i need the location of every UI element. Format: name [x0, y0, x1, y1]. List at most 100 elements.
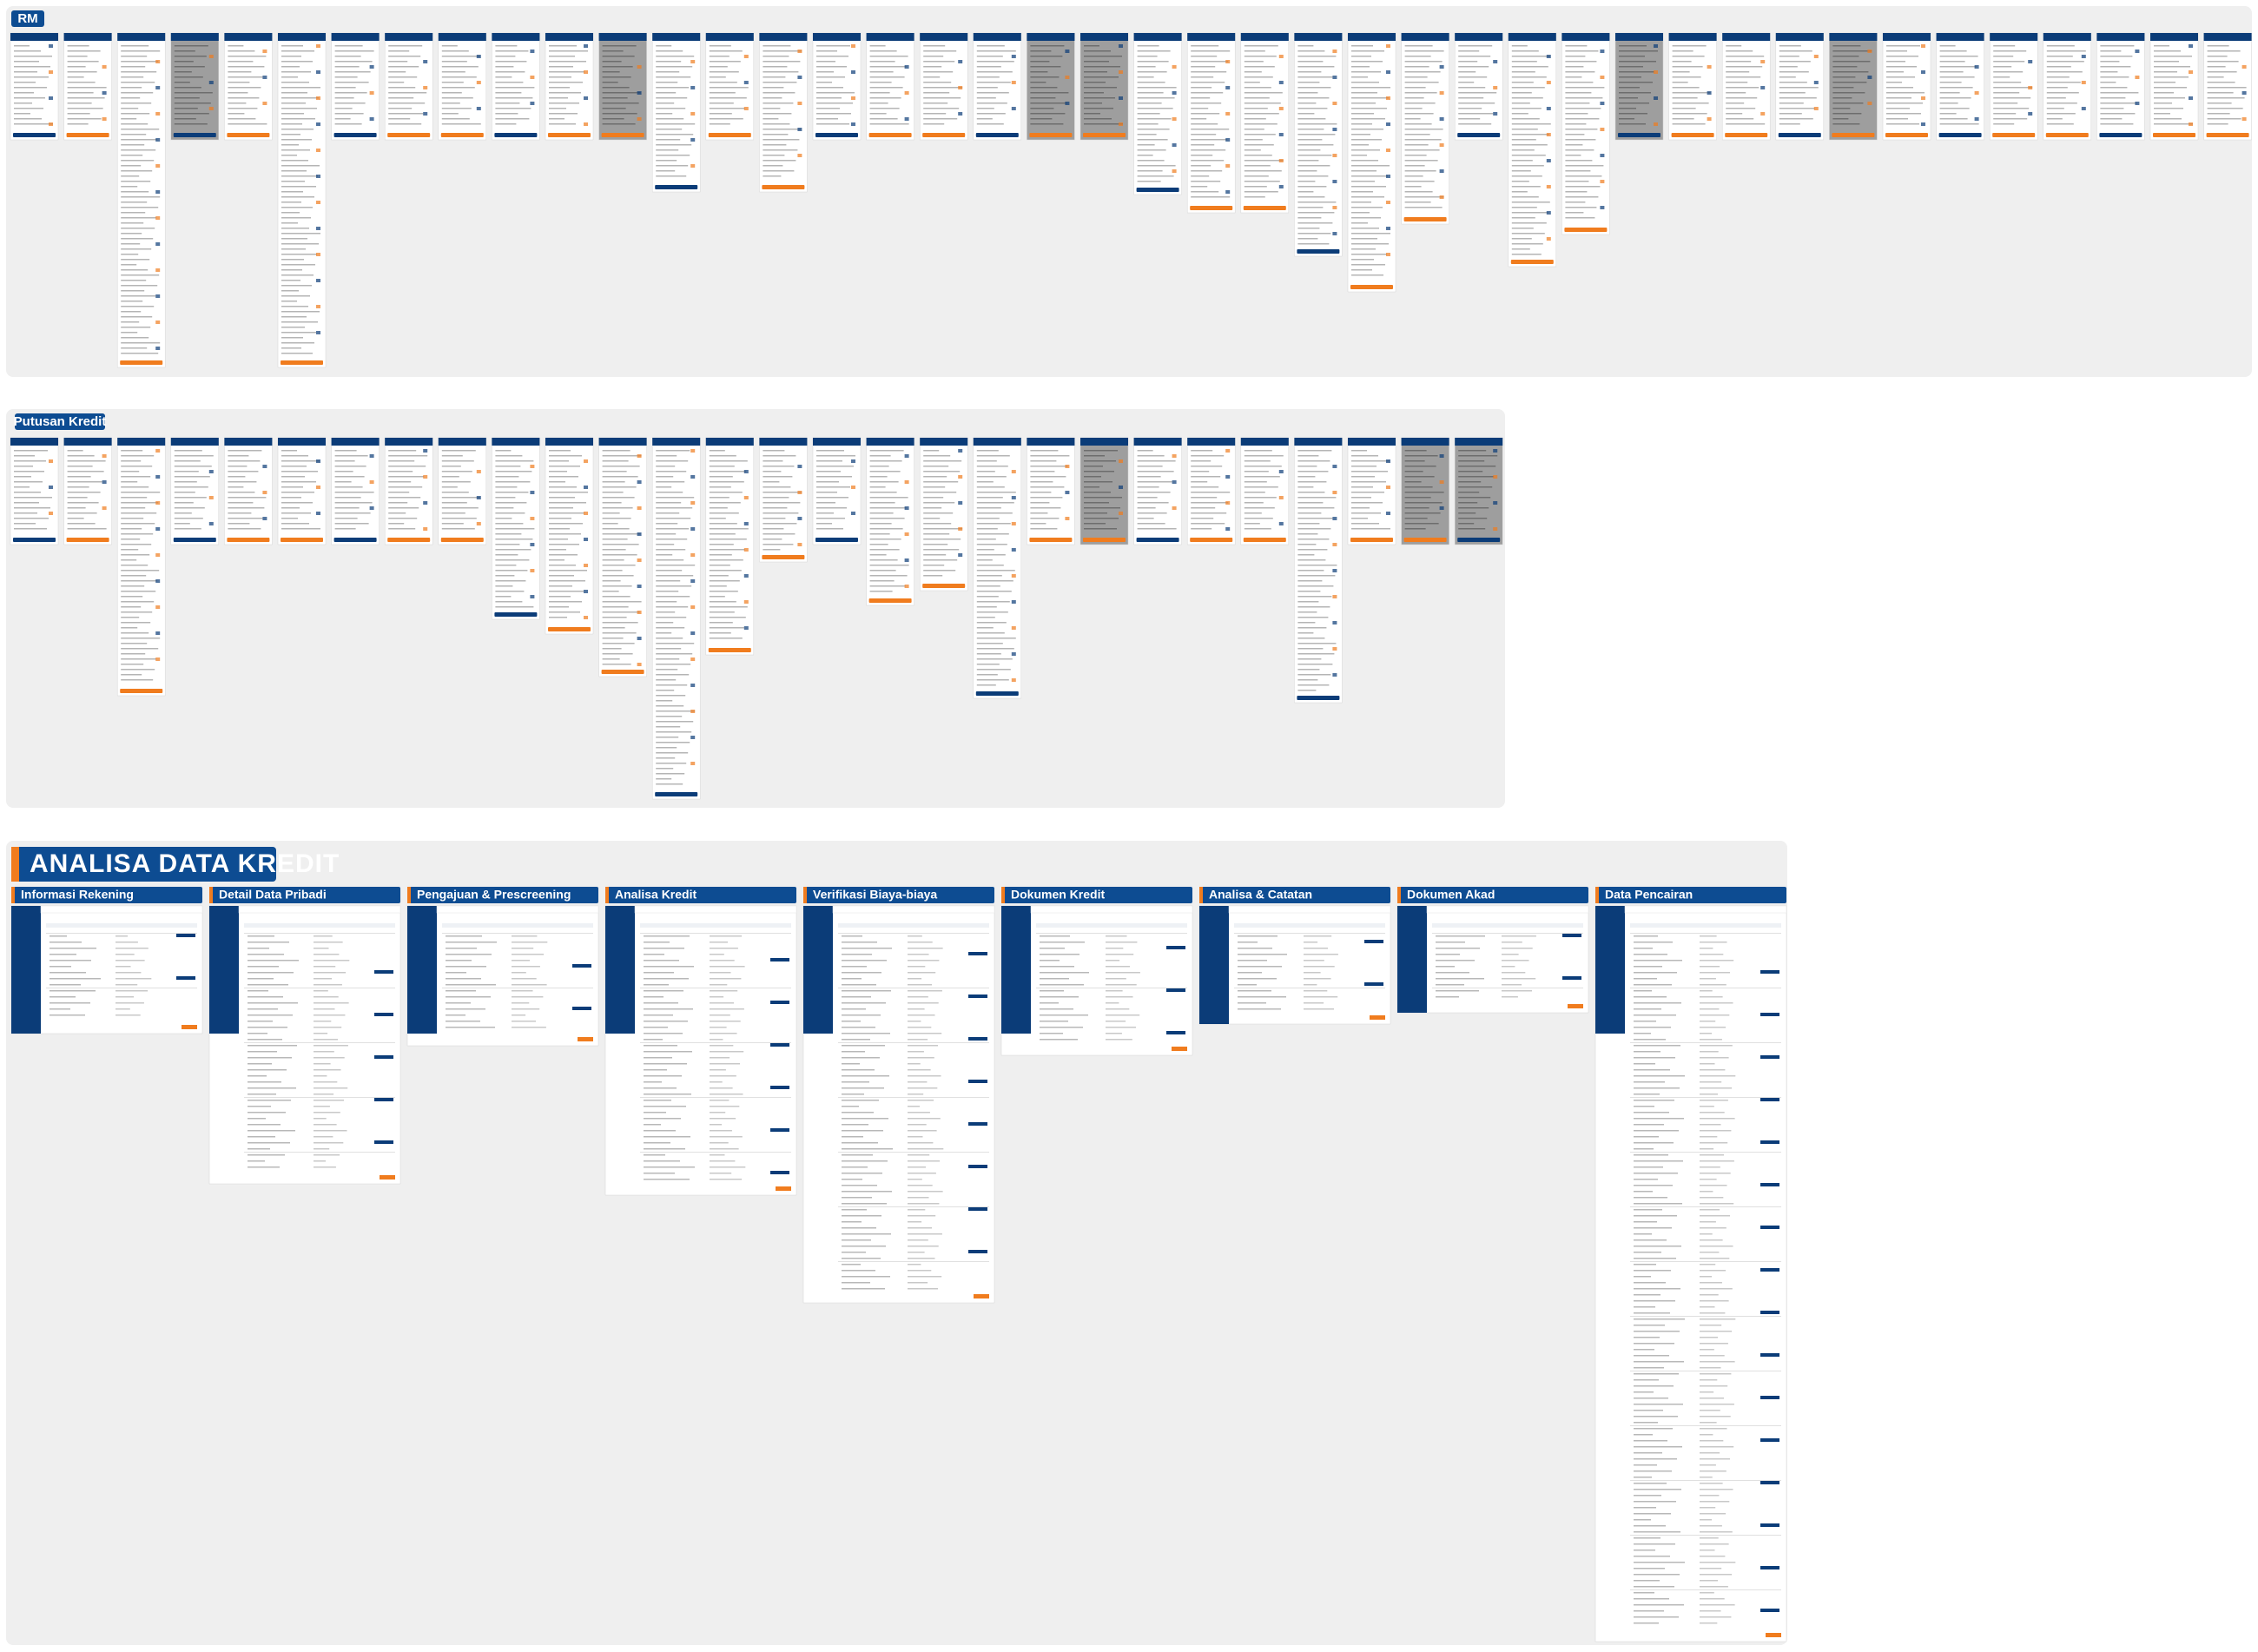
text-line [14, 455, 35, 457]
text-line [976, 471, 995, 472]
action-btn [1364, 940, 1383, 943]
text-line [549, 486, 577, 488]
text-line [1351, 212, 1370, 214]
phone-screen [651, 32, 701, 193]
text-line [50, 966, 71, 968]
text-line [1191, 170, 1223, 172]
text-line [1297, 108, 1328, 109]
text-line [67, 50, 101, 52]
text-line [1886, 71, 1904, 73]
text-line [281, 56, 301, 57]
button [548, 133, 591, 137]
icon [155, 449, 161, 453]
action-btn [968, 1250, 987, 1253]
text-line [1191, 76, 1214, 78]
text-line [121, 207, 159, 208]
text-line [763, 502, 801, 504]
text-line [1511, 118, 1540, 120]
sidebar [1199, 906, 1229, 1024]
action-btn [1760, 1055, 1779, 1059]
text-line [334, 460, 355, 462]
action-btn [374, 1140, 393, 1144]
text-line [14, 523, 36, 525]
text-line [2154, 71, 2177, 73]
text-line [549, 580, 585, 582]
text-line [1619, 66, 1643, 68]
text-line [1700, 1002, 1733, 1004]
text-line [281, 528, 320, 530]
text-line [67, 108, 103, 109]
text-line [1619, 71, 1654, 73]
text-line [602, 481, 625, 483]
text-line [174, 455, 214, 457]
text-line [116, 1008, 130, 1010]
section-accent [11, 887, 15, 903]
text-line [121, 347, 148, 349]
text-line [602, 502, 622, 504]
icon [530, 465, 535, 468]
text-line [656, 139, 681, 141]
icon [155, 579, 161, 583]
text-line [2100, 45, 2135, 47]
text-line [763, 460, 783, 462]
button [1350, 538, 1393, 542]
text-line [1634, 978, 1657, 980]
text-line [121, 228, 155, 229]
icon [1654, 122, 1658, 126]
text-line [763, 144, 787, 146]
phone-screen [10, 437, 59, 545]
text-line [549, 539, 568, 540]
text-line [1351, 243, 1389, 245]
text-line [1244, 196, 1265, 198]
text-line [1297, 233, 1331, 235]
text-line [1191, 486, 1219, 488]
button [1243, 538, 1286, 542]
text-line [248, 1021, 273, 1022]
text-line [1832, 45, 1861, 47]
text-line [842, 996, 871, 998]
text-line [446, 996, 491, 998]
text-line [1244, 66, 1275, 68]
text-line [1634, 1325, 1665, 1326]
text-line [923, 533, 950, 535]
text-line [512, 966, 540, 968]
text-line [1404, 97, 1424, 99]
text-line [1191, 492, 1231, 493]
text-line [1191, 523, 1225, 525]
text-line [1565, 113, 1588, 115]
text-line [1726, 82, 1748, 83]
icon [1119, 44, 1123, 48]
text-line [816, 87, 843, 89]
text-line [121, 316, 153, 318]
text-line [1191, 481, 1208, 483]
screen-header [1722, 33, 1771, 41]
text-line [1137, 149, 1166, 151]
text-line [656, 721, 694, 723]
text-line [1404, 113, 1434, 115]
icon [1654, 96, 1658, 100]
text-line [314, 1075, 327, 1077]
text-line [1832, 56, 1859, 57]
icon [1813, 107, 1819, 110]
text-line [1351, 186, 1386, 188]
icon [1386, 253, 1390, 256]
icon [1600, 154, 1605, 157]
text-line [1700, 1464, 1716, 1466]
icon [208, 55, 214, 58]
text-line [1244, 113, 1279, 115]
phone-screen [1186, 437, 1236, 545]
button [655, 185, 698, 189]
phone-screen [438, 32, 487, 141]
text-line [446, 1027, 495, 1028]
text-line [67, 76, 84, 78]
text-line [1040, 954, 1079, 955]
text-line [1511, 144, 1548, 146]
text-line [67, 113, 90, 115]
text-line [1351, 129, 1383, 130]
text-line [1106, 972, 1140, 974]
icon [530, 50, 535, 53]
icon [2081, 107, 2086, 110]
icon [1172, 480, 1177, 484]
text-line [1244, 87, 1271, 89]
text-line [602, 102, 639, 104]
